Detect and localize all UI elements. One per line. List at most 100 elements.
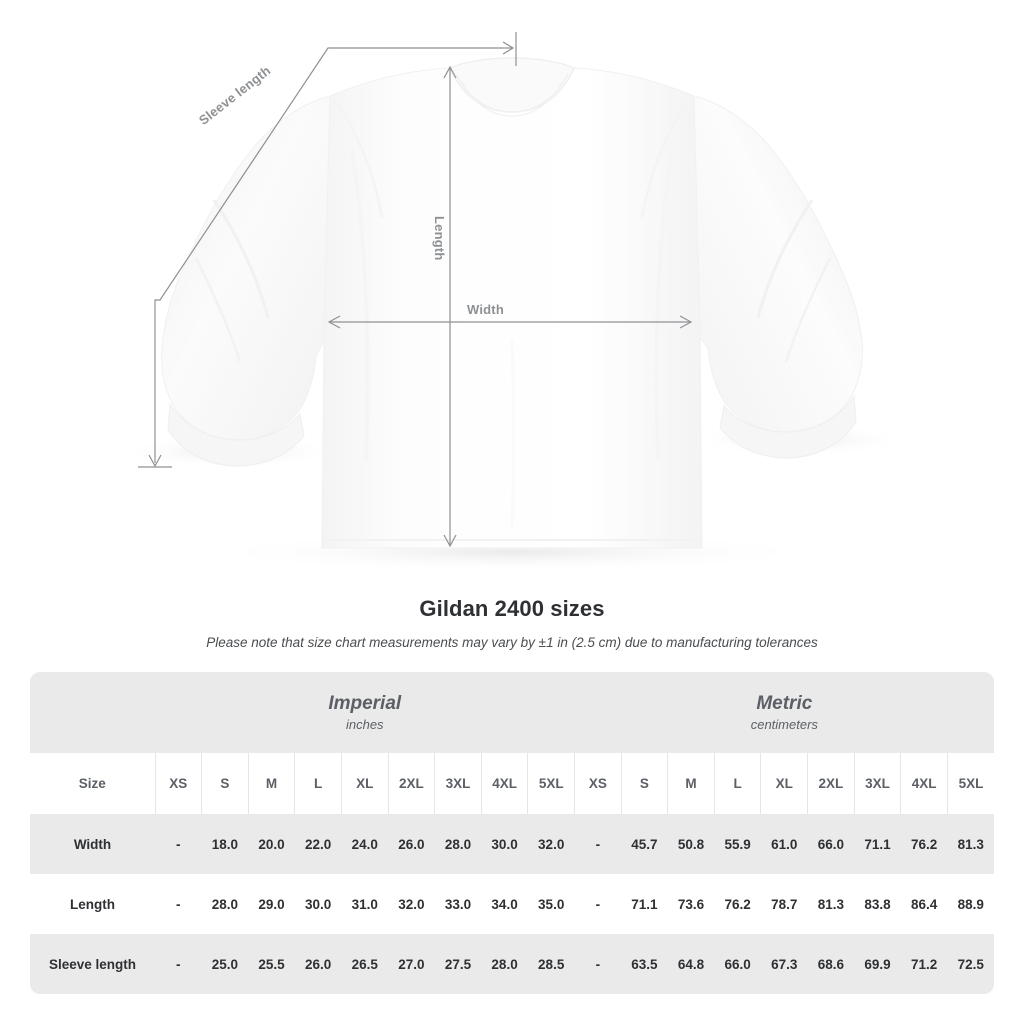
measurement-cell: 26.5 <box>341 934 389 994</box>
shoulder-seam-right <box>640 99 691 219</box>
measurement-cell: 64.8 <box>667 934 715 994</box>
size-column-header: L <box>294 753 342 814</box>
measurement-cell: 50.8 <box>667 814 715 874</box>
sleeve-length-dimension <box>138 32 517 468</box>
shoulder-seam-left <box>333 99 384 219</box>
table-row: Length -28.0 29.0 30.0 31.0 32.0 33.0 34.0 35.0-… <box>30 874 995 934</box>
size-column-header: XS <box>154 753 202 814</box>
left-sleeve-fold-2 <box>194 257 242 363</box>
measurement-cell: 31.0 <box>341 874 389 934</box>
measurement-cell: 34.0 <box>481 874 528 934</box>
measurement-cell: - <box>574 934 622 994</box>
measurement-cell: 45.7 <box>621 814 668 874</box>
size-column-header: M <box>247 753 295 814</box>
measurement-cell: 71.1 <box>621 874 668 934</box>
measurement-cell: 32.0 <box>388 874 435 934</box>
measurement-cell: 68.6 <box>807 934 855 994</box>
left-sleeve-fold-1 <box>212 199 270 319</box>
measurement-cell: 24.0 <box>341 814 389 874</box>
measurement-cell: 25.5 <box>248 934 295 994</box>
size-column-header: 5XL <box>946 753 995 814</box>
measurement-cell: 20.0 <box>248 814 295 874</box>
row-label: Width <box>30 814 155 874</box>
measurement-cell: 61.0 <box>760 814 808 874</box>
measurement-cell: 18.0 <box>201 814 249 874</box>
measurement-cell: - <box>155 874 202 934</box>
table-row: Width -18.0 20.0 22.0 24.0 26.0 28.0 30.0 32.0-4… <box>30 814 995 874</box>
measurement-cell: 86.4 <box>900 874 948 934</box>
page-title: Gildan 2400 sizes <box>419 596 605 621</box>
measurement-cell: 33.0 <box>434 874 482 934</box>
measurement-cell: 27.0 <box>388 934 435 994</box>
unit-name-metric: Metric <box>756 692 813 714</box>
measurement-cell: 22.0 <box>294 814 342 874</box>
measurement-cell: 55.9 <box>714 814 761 874</box>
measurement-cell: - <box>574 874 622 934</box>
right-cuff <box>719 394 857 459</box>
size-column-header: S <box>201 753 249 814</box>
measurement-cell: 76.2 <box>900 814 948 874</box>
row-label: Sleeve length <box>30 934 155 994</box>
length-arrowhead-bottom <box>443 534 457 548</box>
measurement-cell: 66.0 <box>807 814 855 874</box>
left-sleeve <box>161 95 331 441</box>
measurement-cell: 29.0 <box>248 874 295 934</box>
size-header-row: Size XS S M L XL 2XL 3XL 4XL 5XL XS S M L XL 2XL 3XL 4XL… <box>30 753 995 814</box>
unit-name-imperial: Imperial <box>328 692 402 714</box>
sleeve-length-arrowhead-bottom <box>148 454 162 468</box>
measurement-cell: 30.0 <box>481 814 528 874</box>
size-column-header: 2XL <box>807 753 855 814</box>
measurement-cell: 83.8 <box>854 874 901 934</box>
right-sleeve-fold-2 <box>784 257 832 363</box>
length-arrowhead-top <box>443 65 457 79</box>
size-column-header: 5XL <box>527 753 575 814</box>
garment-diagram: Sleeve length Length Width <box>120 32 910 572</box>
size-column-header: M <box>667 753 715 814</box>
measurement-cell: 28.0 <box>201 874 249 934</box>
size-column-header: XL <box>760 753 808 814</box>
size-column-header: 3XL <box>853 753 901 814</box>
measurement-cell: 27.5 <box>434 934 482 994</box>
measurement-cell: 71.2 <box>900 934 948 994</box>
measurement-cell: 32.0 <box>527 814 575 874</box>
measurement-cell: 81.3 <box>947 814 995 874</box>
measurement-cell: 71.1 <box>854 814 901 874</box>
unit-sub-imperial: inches <box>345 717 384 733</box>
body-crease-center <box>510 339 515 531</box>
row-label: Length <box>30 874 155 934</box>
measurement-cell: 73.6 <box>667 874 715 934</box>
body-crease-right <box>654 149 674 461</box>
unit-header-imperial: Imperial inches <box>155 672 575 753</box>
sleeve-length-arrowhead-top <box>502 41 515 55</box>
measurement-cell: - <box>155 814 202 874</box>
measurement-cell: 30.0 <box>294 874 342 934</box>
length-dimension <box>443 65 457 548</box>
width-label: Width <box>467 302 504 317</box>
size-column-header: 2XL <box>387 753 435 814</box>
unit-sub-metric: centimeters <box>750 717 818 733</box>
measurement-cell: 63.5 <box>621 934 668 994</box>
size-column-header: XL <box>340 753 389 814</box>
size-column-header: 3XL <box>434 753 482 814</box>
page-subtitle: Please note that size chart measurements… <box>206 635 818 650</box>
size-column-header: XS <box>574 753 622 814</box>
size-chart-table: Imperial inches Metric centimeters Size … <box>30 672 995 994</box>
width-arrowhead-left <box>327 315 341 329</box>
measurement-cell: 28.0 <box>481 934 528 994</box>
size-header-label: Size <box>30 753 155 814</box>
measurement-cell: - <box>574 814 622 874</box>
measurement-cell: 69.9 <box>854 934 901 994</box>
measurement-cell: 66.0 <box>714 934 761 994</box>
measurement-cell: 88.9 <box>947 874 995 934</box>
size-column-header: 4XL <box>480 753 528 814</box>
measurement-cell: 28.5 <box>527 934 575 994</box>
width-dimension <box>327 315 693 329</box>
measurement-cell: 76.2 <box>714 874 761 934</box>
measurement-cell: 78.7 <box>760 874 808 934</box>
measurement-cell: 28.0 <box>434 814 482 874</box>
collar-seam <box>461 81 563 117</box>
title-block: Gildan 2400 sizes Please note that size … <box>0 596 1024 650</box>
size-column-header: 4XL <box>900 753 948 814</box>
measurement-cell: 26.0 <box>388 814 435 874</box>
right-sleeve-fold-1 <box>756 199 814 319</box>
